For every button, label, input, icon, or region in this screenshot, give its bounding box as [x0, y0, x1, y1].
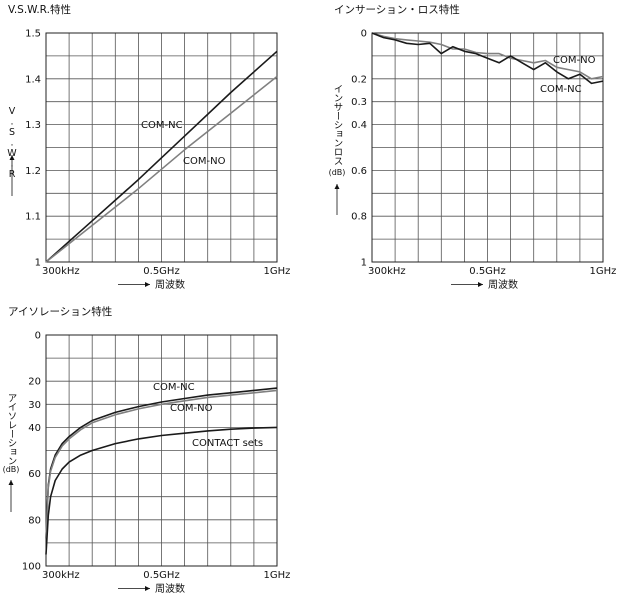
y-tick-label: 1.5 [25, 29, 41, 40]
series-line-com-nc [45, 50, 278, 263]
y-tick-label: 0 [361, 29, 367, 40]
series-label: CONTACT sets [192, 438, 263, 449]
series-label: COM-NC [153, 382, 195, 393]
y-tick-label: 80 [28, 515, 41, 526]
x-tick-label: 1GHz [264, 570, 291, 581]
plot-frame [371, 32, 604, 263]
y-tick-label: 1 [35, 258, 41, 269]
y-tick-label: 1.4 [25, 74, 41, 85]
x-tick-label: 0.5GHz [143, 570, 179, 581]
x-tick-label: 300kHz [42, 570, 80, 581]
x-axis-arrowhead [478, 282, 483, 287]
series-line-contact-sets [45, 426, 278, 555]
series-label: COM-NC [540, 84, 582, 95]
series-label: COM-NO [553, 55, 596, 66]
x-axis-arrowhead [145, 586, 150, 591]
x-tick-label: 300kHz [368, 266, 406, 277]
series-line-com-no [45, 389, 278, 539]
x-tick-label: 0.5GHz [469, 266, 505, 277]
series-line-com-no [45, 75, 278, 263]
series-label: COM-NC [141, 120, 183, 131]
grid [372, 33, 603, 262]
y-tick-label: 0.6 [351, 166, 367, 177]
series-label: COM-NO [170, 403, 213, 414]
chart-title: アイソレーション特性 [8, 305, 112, 318]
y-axis-arrowhead [9, 155, 15, 160]
y-tick-label: 1.1 [25, 212, 41, 223]
y-axis-label: V.S.W.R [6, 106, 17, 180]
x-tick-label: 0.5GHz [143, 266, 179, 277]
chart-title: インサーション・ロス特性 [334, 3, 460, 16]
y-tick-label: 100 [22, 562, 41, 573]
y-axis-label: インサーションロス [332, 84, 344, 165]
y-tick-label: 1.3 [25, 120, 41, 131]
plot-frame [45, 32, 278, 263]
y-axis-arrowhead [8, 480, 14, 485]
x-tick-label: 300kHz [42, 266, 80, 277]
series-label: COM-NO [183, 156, 226, 167]
y-axis-unit: (dB) [329, 168, 346, 177]
y-tick-label: 0.2 [351, 74, 367, 85]
plot-frame [45, 334, 278, 567]
y-tick-label: 0.3 [351, 97, 367, 108]
y-tick-label: 1.2 [25, 166, 41, 177]
y-axis-unit: (dB) [3, 465, 20, 474]
chart-1: V.S.W.R.特性 1 1.1 1.2 1.3 1.4 1.5 300kHz 0.5GHz 1G… [6, 3, 290, 291]
x-axis-label: 周波数 [155, 582, 185, 595]
x-axis-arrowhead [145, 282, 150, 287]
y-tick-label: 0 [35, 331, 41, 342]
grid [46, 335, 277, 566]
x-axis-label: 周波数 [155, 278, 185, 291]
series-line-com-no [371, 32, 604, 80]
y-tick-label: 60 [28, 469, 41, 480]
y-tick-label: 0.8 [351, 212, 367, 223]
y-tick-label: 1 [361, 258, 367, 269]
x-tick-label: 1GHz [264, 266, 291, 277]
y-axis-arrowhead [334, 184, 340, 189]
y-tick-label: 20 [28, 377, 41, 388]
x-axis-label: 周波数 [488, 278, 518, 291]
y-axis-label: アイソレーション [6, 393, 18, 465]
chart-title: V.S.W.R.特性 [8, 3, 71, 16]
y-tick-label: 30 [28, 400, 41, 411]
grid [46, 33, 277, 262]
series-line-com-nc [371, 32, 604, 85]
y-tick-label: 0.4 [351, 120, 367, 131]
y-tick-label: 40 [28, 423, 41, 434]
x-tick-label: 1GHz [590, 266, 617, 277]
